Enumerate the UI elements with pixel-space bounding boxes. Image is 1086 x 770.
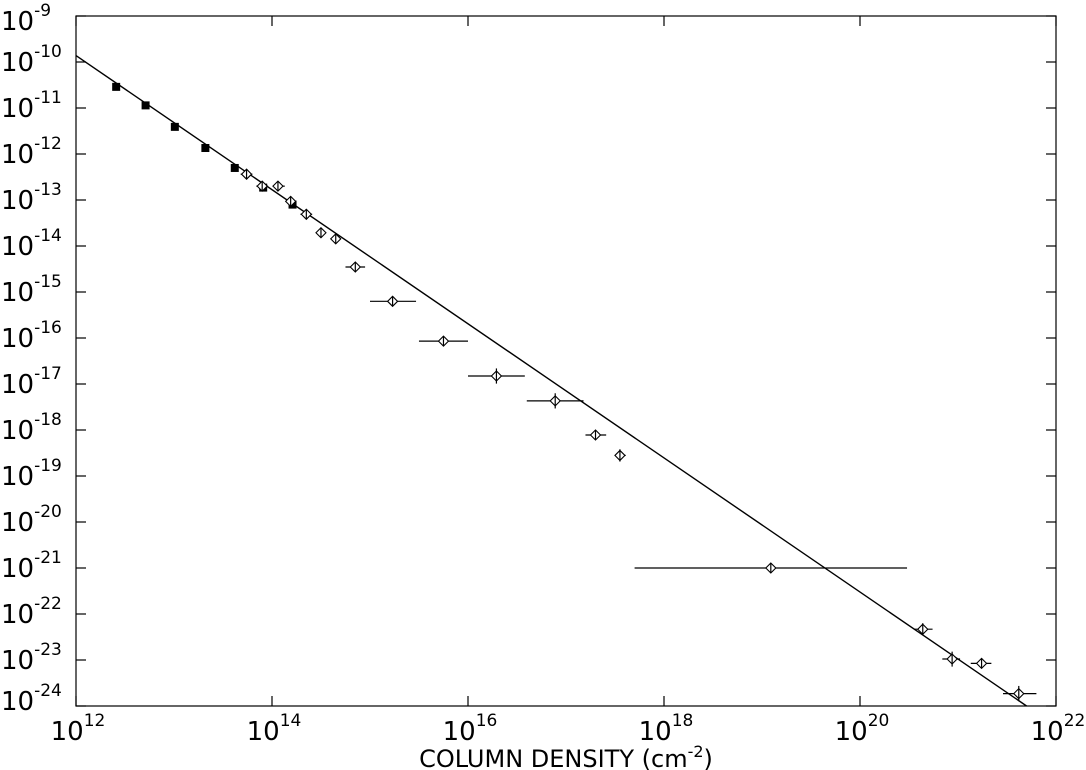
y-tick-label: 10-14 — [1, 226, 62, 262]
y-tick-label: 10-12 — [1, 134, 62, 170]
x-tick-base: 10 — [443, 717, 476, 747]
y-tick-label: 10-11 — [1, 88, 62, 124]
y-tick-exp: -20 — [34, 502, 62, 522]
data-point-square — [230, 163, 239, 172]
axis-ticks — [75, 15, 1057, 707]
x-tick-label: 1014 — [247, 711, 302, 747]
x-tick-exp: 14 — [280, 711, 302, 731]
x-tick-base: 10 — [1031, 717, 1064, 747]
y-tick-base: 10 — [1, 462, 34, 492]
data-point-square — [170, 122, 179, 131]
fit-line-group — [75, 54, 1027, 707]
x-tick-label: 1012 — [51, 711, 106, 747]
x-tick-label: 1020 — [835, 711, 890, 747]
y-tick-label: 10-18 — [1, 410, 62, 446]
y-tick-label: 10-9 — [1, 1, 51, 37]
y-tick-label: 10-21 — [1, 548, 62, 584]
y-tick-label: 10-10 — [1, 42, 62, 78]
y-tick-labels: 10-910-1010-1110-1210-1310-1410-1510-161… — [1, 1, 62, 717]
y-tick-exp: -19 — [34, 456, 62, 476]
y-tick-base: 10 — [1, 416, 34, 446]
y-tick-label: 10-16 — [1, 318, 62, 354]
y-tick-exp: -17 — [34, 364, 62, 384]
y-tick-label: 10-15 — [1, 272, 62, 308]
data-point-square — [112, 82, 121, 91]
data-point-square — [201, 144, 210, 153]
y-tick-label: 10-20 — [1, 502, 62, 538]
y-tick-exp: -10 — [34, 42, 62, 62]
data-points — [112, 82, 1037, 702]
data-point-square — [141, 101, 150, 110]
x-tick-base: 10 — [247, 717, 280, 747]
y-tick-base: 10 — [1, 687, 34, 717]
y-tick-label: 10-24 — [1, 681, 62, 717]
y-tick-label: 10-23 — [1, 640, 62, 676]
y-tick-base: 10 — [1, 324, 34, 354]
y-tick-base: 10 — [1, 140, 34, 170]
x-axis-label: COLUMN DENSITY (cm-2) — [419, 742, 713, 770]
y-tick-exp: -11 — [34, 88, 62, 108]
y-tick-base: 10 — [1, 370, 34, 400]
x-tick-exp: 22 — [1064, 711, 1086, 731]
fit-line — [75, 54, 1027, 707]
x-tick-exp: 16 — [476, 711, 498, 731]
x-tick-labels: 1012 1014 1016 1018 1020 1022 — [51, 711, 1086, 747]
y-tick-base: 10 — [1, 94, 34, 124]
y-tick-base: 10 — [1, 278, 34, 308]
y-tick-base: 10 — [1, 186, 34, 216]
y-tick-base: 10 — [1, 554, 34, 584]
y-tick-exp: -13 — [34, 180, 62, 200]
x-axis-label-end: ) — [704, 745, 713, 770]
x-tick-base: 10 — [835, 717, 868, 747]
y-tick-exp: -24 — [34, 681, 62, 701]
y-tick-base: 10 — [1, 232, 34, 262]
y-tick-exp: -12 — [34, 134, 62, 154]
y-tick-base: 10 — [1, 600, 34, 630]
y-tick-exp: -22 — [34, 594, 62, 614]
y-tick-label: 10-22 — [1, 594, 62, 630]
y-tick-base: 10 — [1, 7, 34, 37]
y-tick-base: 10 — [1, 48, 34, 78]
y-tick-label: 10-19 — [1, 456, 62, 492]
y-tick-exp: -21 — [34, 548, 62, 568]
y-tick-base: 10 — [1, 646, 34, 676]
x-tick-base: 10 — [51, 717, 84, 747]
y-tick-label: 10-17 — [1, 364, 62, 400]
y-tick-exp: -9 — [34, 1, 51, 21]
x-tick-label: 1016 — [443, 711, 498, 747]
x-tick-base: 10 — [639, 717, 672, 747]
y-tick-exp: -18 — [34, 410, 62, 430]
x-tick-exp: 20 — [868, 711, 890, 731]
x-tick-exp: 12 — [84, 711, 106, 731]
y-tick-exp: -14 — [34, 226, 62, 246]
x-tick-exp: 18 — [672, 711, 694, 731]
x-axis-label-sup: -2 — [688, 742, 704, 761]
y-tick-base: 10 — [1, 508, 34, 538]
plot-frame — [75, 15, 1057, 707]
y-tick-label: 10-13 — [1, 180, 62, 216]
y-tick-exp: -16 — [34, 318, 62, 338]
y-tick-exp: -15 — [34, 272, 62, 292]
y-tick-exp: -23 — [34, 640, 62, 660]
x-tick-label: 1022 — [1031, 711, 1086, 747]
x-tick-label: 1018 — [639, 711, 694, 747]
